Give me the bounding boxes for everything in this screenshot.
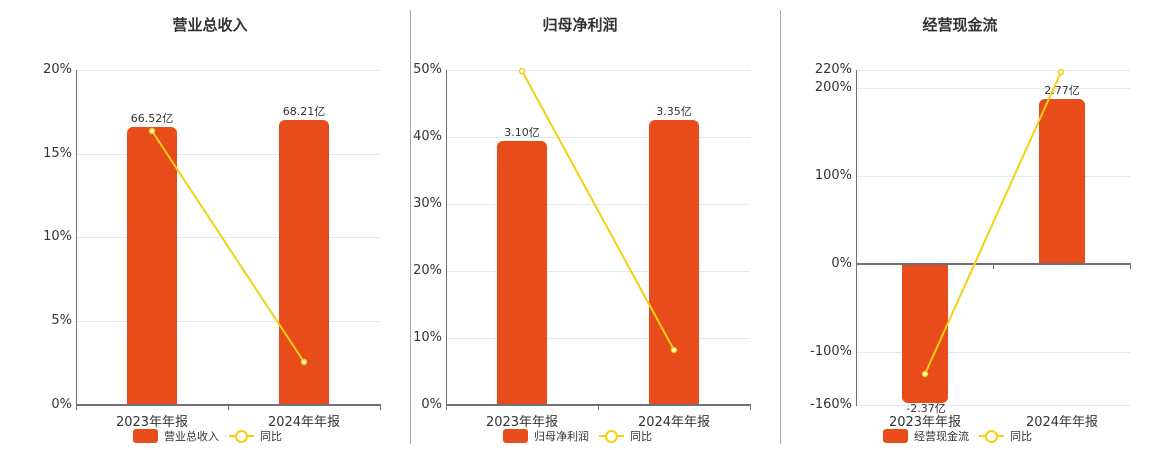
legend-line-label[interactable]: 同比	[260, 430, 282, 443]
legend-bar-label[interactable]: 归母净利润	[534, 430, 589, 443]
legend-line-icon[interactable]	[599, 429, 624, 443]
x-tick	[380, 405, 381, 410]
legend: 归母净利润 同比	[503, 428, 652, 444]
panel-divider	[410, 10, 411, 444]
y-tick: 200%	[814, 80, 852, 95]
legend-bar-swatch[interactable]	[503, 429, 528, 443]
chart-panel-net-profit: 归母净利润 50% 40% 30% 20% 10% 0% 3.10亿 3.35亿…	[413, 16, 751, 444]
bar-value-label: 3.35亿	[656, 105, 692, 118]
y-tick: 50%	[413, 62, 442, 77]
chart-title: 经营现金流	[922, 16, 998, 34]
y-tick: -100%	[810, 344, 852, 359]
gridline	[77, 70, 380, 71]
x-tick	[76, 405, 77, 410]
bar-value-label: 66.52亿	[130, 112, 174, 125]
x-label: 2024年年报	[1025, 415, 1099, 430]
bar-value-label: 68.21亿	[282, 105, 326, 118]
x-tick	[750, 405, 751, 410]
y-tick: 100%	[814, 168, 852, 183]
y-tick: 0%	[831, 256, 852, 271]
y-axis	[76, 70, 77, 406]
y-tick: 30%	[413, 196, 442, 211]
legend-bar-swatch[interactable]	[133, 429, 158, 443]
bar-value-label: -2.37亿	[906, 402, 946, 415]
chart-panel-revenue: 营业总收入 20% 15% 10% 5% 0% 66.52亿 68.21亿 20…	[0, 0, 400, 450]
y-tick: 0%	[51, 397, 72, 412]
y-axis	[446, 70, 447, 406]
y-tick: 10%	[413, 330, 442, 345]
panel-divider	[780, 10, 781, 444]
legend-line-label[interactable]: 同比	[630, 430, 652, 443]
y-tick: 0%	[421, 397, 442, 412]
y-tick: 15%	[43, 146, 72, 161]
bar-2024[interactable]	[279, 120, 329, 405]
bar-2023[interactable]	[497, 141, 547, 405]
gridline	[77, 154, 380, 155]
gridline	[447, 204, 750, 205]
x-label: 2024年年报	[637, 415, 711, 430]
gridline	[857, 70, 1130, 71]
gridline	[857, 88, 1130, 89]
x-tick	[446, 405, 447, 410]
gridline	[857, 352, 1130, 353]
chart-title: 营业总收入	[172, 16, 248, 34]
x-tick	[856, 264, 857, 269]
y-tick: 10%	[43, 229, 72, 244]
x-label: 2024年年报	[267, 415, 341, 430]
chart-title: 归母净利润	[542, 16, 618, 34]
x-tick	[228, 405, 229, 410]
bar-2024[interactable]	[649, 120, 699, 405]
bar-2023[interactable]	[902, 264, 948, 403]
legend: 营业总收入 同比	[133, 428, 282, 444]
y-tick: 20%	[43, 62, 72, 77]
legend: 经营现金流 同比	[883, 428, 1032, 444]
x-tick	[598, 405, 599, 410]
gridline	[447, 271, 750, 272]
gridline	[77, 321, 380, 322]
yoy-line	[518, 67, 678, 354]
gridline	[447, 338, 750, 339]
bar-2024[interactable]	[1039, 99, 1085, 264]
y-tick: -160%	[810, 397, 852, 412]
x-tick	[1130, 264, 1131, 269]
x-label: 2023年年报	[115, 415, 189, 430]
legend-bar-swatch[interactable]	[883, 429, 908, 443]
x-label: 2023年年报	[485, 415, 559, 430]
legend-line-label[interactable]: 同比	[1010, 430, 1032, 443]
x-label: 2023年年报	[888, 415, 962, 430]
y-tick: 20%	[413, 263, 442, 278]
y-tick: 220%	[814, 62, 852, 77]
legend-line-icon[interactable]	[979, 429, 1004, 443]
legend-line-icon[interactable]	[229, 429, 254, 443]
bar-value-label: 3.10亿	[504, 126, 540, 139]
yoy-line	[148, 127, 308, 366]
y-tick: 5%	[51, 313, 72, 328]
gridline	[77, 237, 380, 238]
bar-2023[interactable]	[127, 127, 177, 405]
gridline	[447, 70, 750, 71]
gridline	[857, 176, 1130, 177]
legend-bar-label[interactable]: 营业总收入	[164, 430, 219, 443]
y-axis	[856, 70, 857, 406]
legend-bar-label[interactable]: 经营现金流	[914, 430, 969, 443]
gridline	[857, 405, 1130, 406]
gridline	[447, 137, 750, 138]
x-tick	[993, 264, 994, 269]
y-tick: 40%	[413, 129, 442, 144]
